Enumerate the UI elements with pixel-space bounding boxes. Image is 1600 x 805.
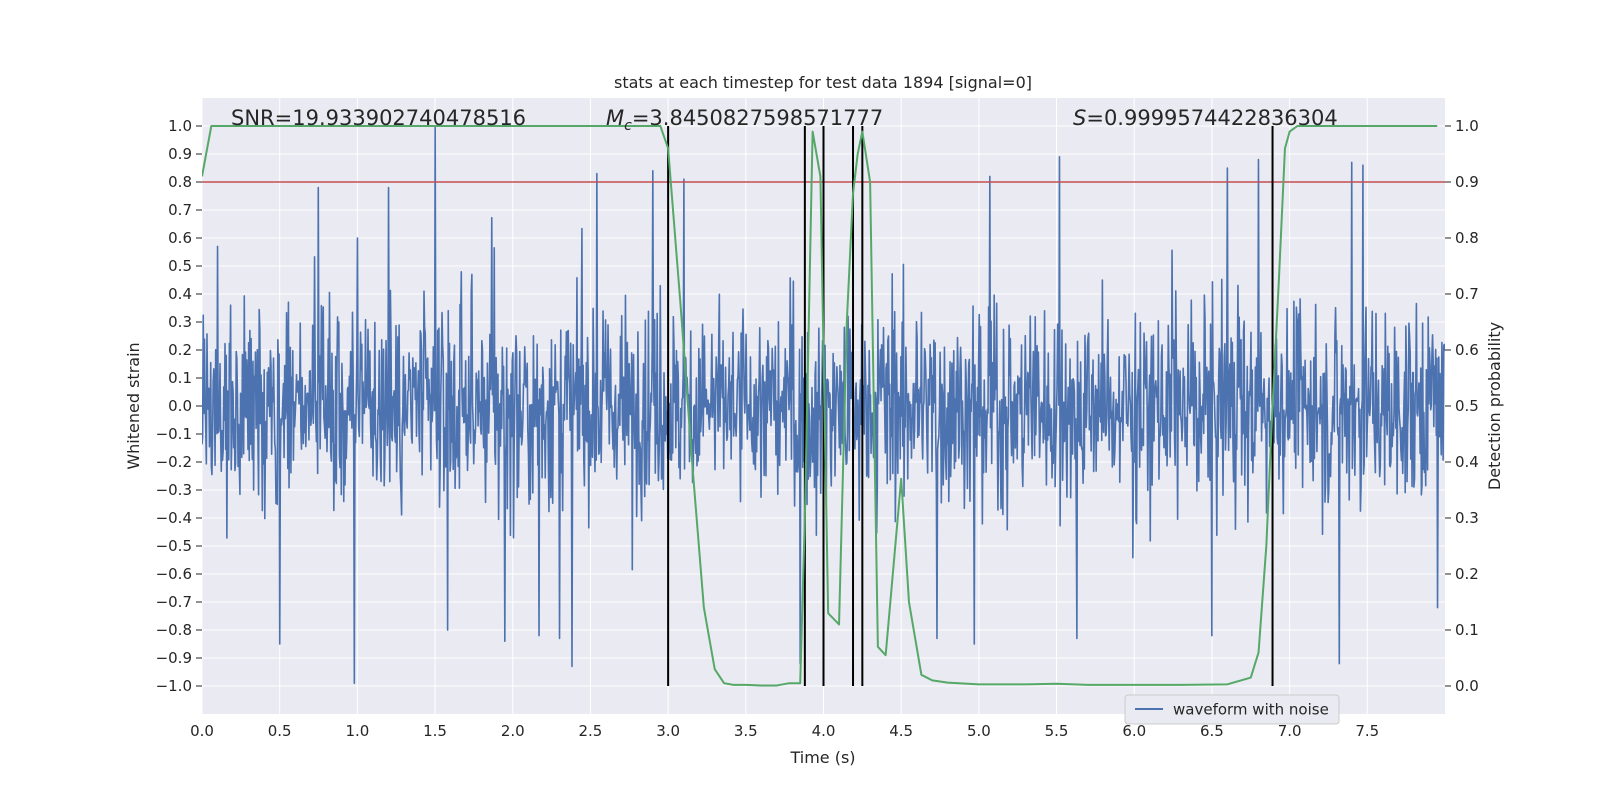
probability-series xyxy=(202,125,1438,687)
y-tick-label: 0.5 xyxy=(168,257,192,275)
y2-axis-label: Detection probability xyxy=(1485,322,1504,490)
y2-tick-label: 1.0 xyxy=(1455,117,1479,135)
x-tick-label: 5.5 xyxy=(1045,722,1069,740)
x-tick-label: 7.0 xyxy=(1278,722,1302,740)
x-tick-label: 6.5 xyxy=(1200,722,1224,740)
y-tick-label: 1.0 xyxy=(168,117,192,135)
chirp-mass-annotation: Mc=3.8450827598571777 xyxy=(606,106,883,134)
legend-label: waveform with noise xyxy=(1173,701,1329,719)
y2-tick-label: 0.7 xyxy=(1455,285,1479,303)
x-tick-label: 1.5 xyxy=(423,722,447,740)
y2-tick-label: 0.9 xyxy=(1455,173,1479,191)
s-value: =0.9999574422836304 xyxy=(1086,106,1337,130)
mc-subscript: c xyxy=(624,118,632,134)
mc-symbol: M xyxy=(606,106,624,130)
x-axis-ticks: 0.0 0.5 1.0 1.5 2.0 2.5 3.0 3.5 4.0 4.5 5.0 5.5 6.0 6… xyxy=(190,722,1379,740)
y-tick-label: −0.1 xyxy=(156,425,192,443)
y-tick-label: 0.4 xyxy=(168,285,192,303)
y2-tick-label: 0.3 xyxy=(1455,509,1479,527)
x-tick-label: 5.0 xyxy=(967,722,991,740)
x-tick-label: 3.5 xyxy=(734,722,758,740)
y-tick-label: 0.7 xyxy=(168,201,192,219)
y-tick-label: 0.3 xyxy=(168,313,192,331)
y-tick-label: −0.3 xyxy=(156,481,192,499)
y-tick-label: −0.4 xyxy=(156,509,192,527)
x-tick-label: 2.0 xyxy=(501,722,525,740)
legend: waveform with noise xyxy=(1124,694,1340,725)
y-tick-label: −0.6 xyxy=(156,565,192,583)
chart-title: stats at each timestep for test data 189… xyxy=(614,73,1032,92)
y2-tick-label: 0.0 xyxy=(1455,677,1479,695)
x-axis-label: Time (s) xyxy=(789,748,855,767)
y2-tick-label: 0.2 xyxy=(1455,565,1479,583)
y-tick-label: −0.9 xyxy=(156,649,192,667)
y2-tick-label: 0.8 xyxy=(1455,229,1479,247)
y-tick-label: −1.0 xyxy=(156,677,192,695)
x-tick-label: 2.5 xyxy=(579,722,603,740)
score-annotation: S=0.9999574422836304 xyxy=(1073,106,1338,130)
y-tick-label: −0.2 xyxy=(156,453,192,471)
snr-annotation: SNR=19.933902740478516 xyxy=(231,106,526,130)
x-tick-label: 1.0 xyxy=(345,722,369,740)
x-tick-label: 0.0 xyxy=(190,722,214,740)
y2-tick-label: 0.1 xyxy=(1455,621,1479,639)
y2-tick-label: 0.6 xyxy=(1455,341,1479,359)
y-tick-label: 0.0 xyxy=(168,397,192,415)
y-tick-label: 0.6 xyxy=(168,229,192,247)
x-tick-label: 6.0 xyxy=(1122,722,1146,740)
mc-value: =3.8450827598571777 xyxy=(632,106,883,130)
y-tick-label: 0.8 xyxy=(168,173,192,191)
y2-tick-label: 0.5 xyxy=(1455,397,1479,415)
x-tick-label: 4.5 xyxy=(889,722,913,740)
y-tick-label: 0.2 xyxy=(168,341,192,359)
x-tick-label: 7.5 xyxy=(1355,722,1379,740)
y-axis-label: Whitened strain xyxy=(124,342,143,469)
x-tick-label: 4.0 xyxy=(812,722,836,740)
y-tick-label: −0.7 xyxy=(156,593,192,611)
y2-axis-ticks: 1.0 0.9 0.8 0.7 0.6 0.5 0.4 0.3 0.2 0.1 0.0 xyxy=(1445,117,1479,695)
y-tick-label: 0.1 xyxy=(168,369,192,387)
y2-tick-label: 0.4 xyxy=(1455,453,1479,471)
x-tick-label: 3.0 xyxy=(656,722,680,740)
s-symbol: S xyxy=(1073,106,1086,130)
y-tick-label: −0.5 xyxy=(156,537,192,555)
probability-line xyxy=(202,125,1438,687)
y-tick-label: −0.8 xyxy=(156,621,192,639)
y-axis-ticks: 1.0 0.9 0.8 0.7 0.6 0.5 0.4 0.3 0.2 0.1 0.0 −0.1 −0.… xyxy=(156,117,202,695)
x-tick-label: 0.5 xyxy=(268,722,292,740)
legend-box xyxy=(1124,694,1340,725)
y-tick-label: 0.9 xyxy=(168,145,192,163)
